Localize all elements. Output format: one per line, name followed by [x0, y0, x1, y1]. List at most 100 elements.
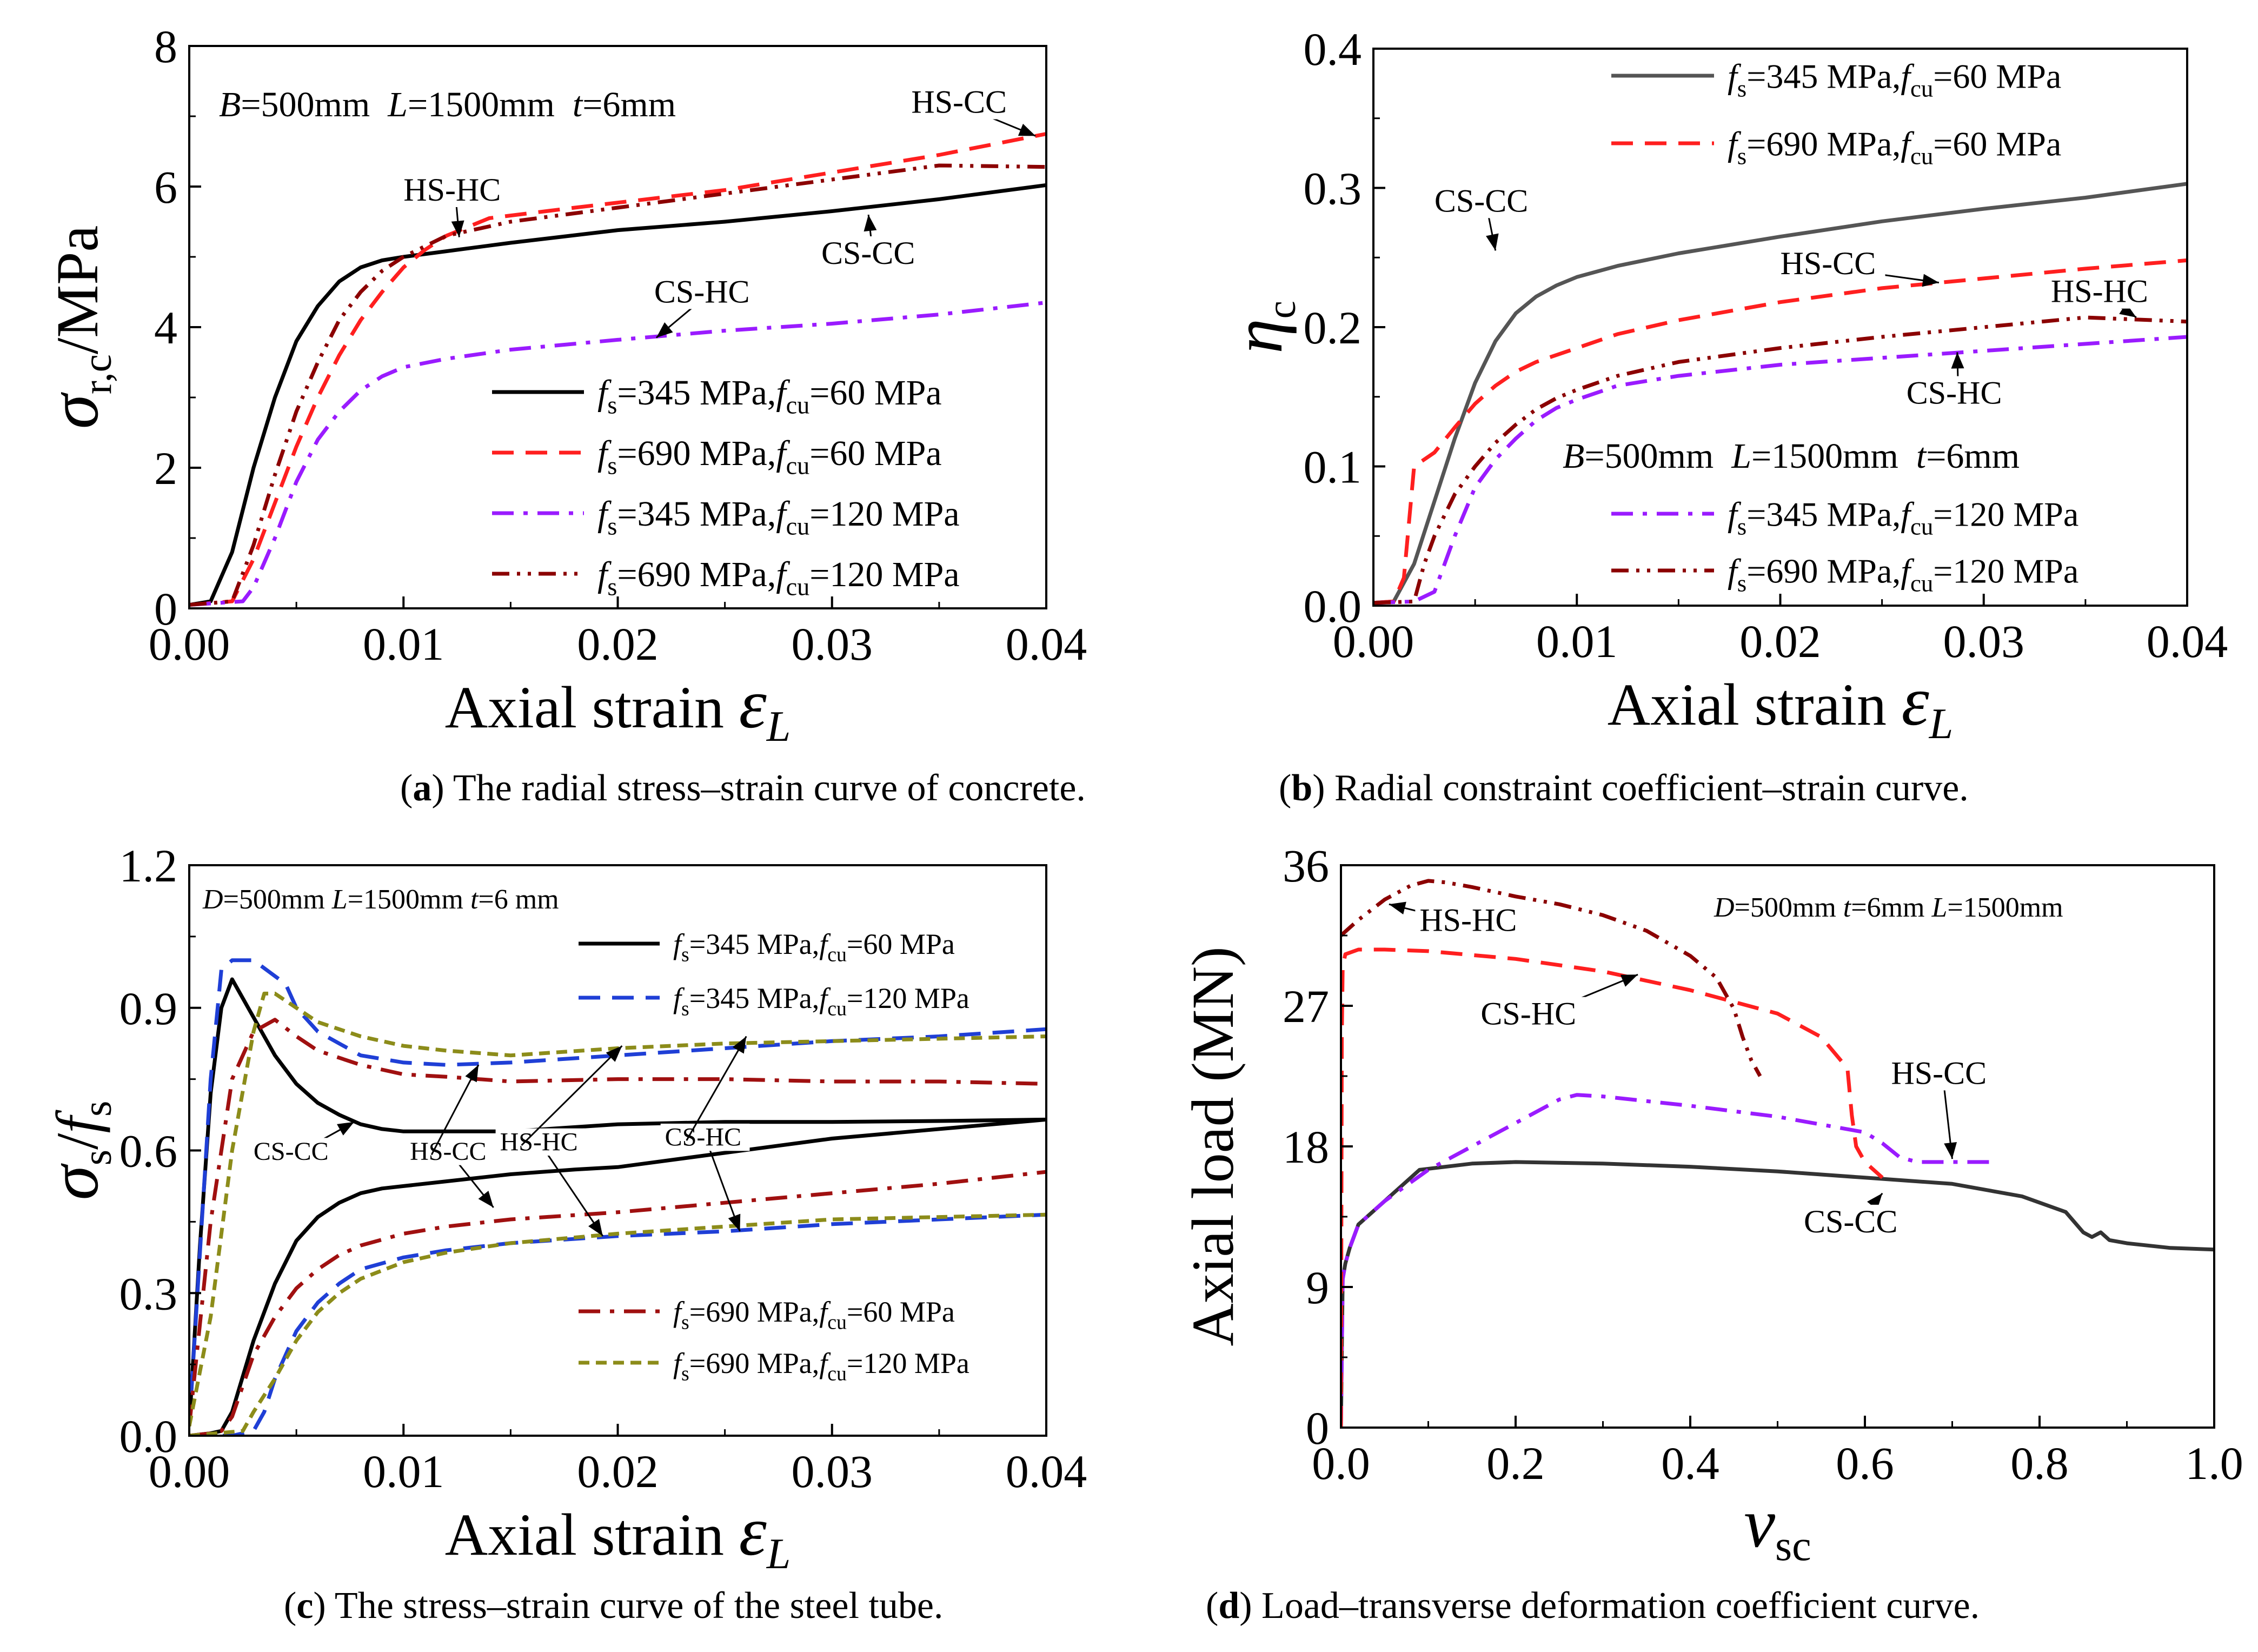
series-line-b-1	[1373, 258, 2187, 605]
annotation-bg-a-1	[399, 173, 509, 207]
note-d: D=500mm t=6mm L=1500mm	[1714, 892, 2063, 923]
panel-d: 0.0 0.2 0.4 0.6 0.8 1.0 0 9 18 27 36 νsc Axial load …	[1180, 840, 2243, 1627]
annotation-label-a-3: CS-HC	[654, 274, 750, 310]
annotation-arrowhead-d-1	[1620, 974, 1638, 987]
legend-label-c-0: fs=345 MPa,fcu=60 MPa	[673, 928, 955, 966]
annotation-arrowhead-c-2	[588, 1219, 603, 1236]
series-line-d-1	[1341, 1093, 1996, 1428]
annotation-arrowhead-c-3	[606, 1046, 622, 1062]
series-line-c-0	[189, 977, 1046, 1427]
annotation-arrow-c-3	[521, 1045, 623, 1146]
caption-d: (d) Load–transverse deformation coeffici…	[1206, 1585, 1980, 1627]
legend-label-b-1: fs=690 MPa,fcu=60 MPa	[1728, 124, 2061, 169]
annotation-label-d-0: HS-HC	[1419, 902, 1517, 938]
x-axis-label-a: Axial strain εL	[445, 665, 791, 751]
annotation-label-c-4: CS-HC	[665, 1123, 741, 1152]
caption-a: (a) The radial stress–strain curve of co…	[400, 767, 1086, 809]
x-tick-label-b: 0.01	[1536, 615, 1618, 667]
annotation-label-a-2: CS-CC	[821, 235, 915, 271]
annotation-arrowhead-a-3	[656, 322, 673, 338]
annotation-arrowhead-c-6	[465, 1065, 479, 1083]
x-axis-label-b: Axial strain εL	[1608, 662, 1954, 748]
x-tick-label-d: 0.6	[1836, 1437, 1894, 1489]
x-tick-label-d: 1.0	[2185, 1437, 2243, 1489]
x-tick-label-c: 0.00	[149, 1445, 230, 1497]
legend-label-b-2: fs=345 MPa,fcu=120 MPa	[1728, 495, 2078, 540]
series-line-c-7	[189, 1212, 1046, 1436]
caption-c: (c) The stress–strain curve of the steel…	[284, 1585, 943, 1627]
annotation-arrowhead-c-0	[337, 1122, 355, 1136]
series-line-a-0	[189, 183, 1046, 607]
axes-frame-d	[1340, 864, 2215, 1429]
y-tick-label-d: 36	[1283, 840, 1329, 892]
y-tick-label-b: 0.1	[1304, 441, 1362, 493]
annotation-bg-d-1	[1476, 997, 1586, 1031]
annotation-bg-b-1	[1776, 247, 1885, 281]
x-tick-label-b: 0.03	[1943, 615, 2025, 667]
legend-label-c-1: fs=345 MPa,fcu=120 MPa	[673, 982, 969, 1020]
annotation-arrowhead-d-2	[1944, 1142, 1957, 1159]
annotation-arrow-c-6	[430, 1064, 480, 1156]
annotation-arrow-c-5	[686, 1036, 747, 1141]
series-line-b-0	[1373, 182, 2187, 605]
annotation-label-d-1: CS-HC	[1480, 996, 1576, 1032]
x-tick-label-d: 0.8	[2010, 1437, 2069, 1489]
y-tick-label-a: 6	[154, 161, 177, 213]
annotation-bg-c-1	[406, 1138, 495, 1165]
panel-c: 0.00 0.01 0.02 0.03 0.04 0.0 0.3 0.6 0.9 1.2 Axial…	[35, 840, 1087, 1627]
x-tick-label-a: 0.02	[577, 618, 659, 670]
y-tick-label-b: 0.3	[1304, 163, 1362, 215]
annotation-bg-a-3	[649, 275, 759, 309]
y-tick-label-d: 0	[1306, 1402, 1329, 1454]
series-line-a-2	[189, 301, 1046, 607]
annotation-label-c-1: HS-CC	[410, 1137, 486, 1166]
annotation-label-a-0: HS-CC	[911, 84, 1007, 120]
y-tick-label-d: 27	[1283, 980, 1329, 1032]
note-c: D=500mm L=1500mm t=6 mm	[202, 884, 559, 915]
y-tick-label-c: 1.2	[119, 840, 178, 892]
annotation-label-b-0: CS-CC	[1435, 183, 1528, 218]
y-tick-label-d: 18	[1283, 1121, 1329, 1173]
x-tick-label-b: 0.02	[1739, 615, 1821, 667]
caption-b: (b) Radial constraint coefficient–strain…	[1279, 767, 1969, 809]
annotation-bg-a-2	[816, 236, 926, 270]
x-tick-label-c: 0.03	[792, 1445, 873, 1497]
series-line-d-3	[1341, 879, 1762, 1077]
annotation-arrowhead-b-3	[1951, 352, 1964, 369]
legend-label-a-2: fs=345 MPa,fcu=120 MPa	[597, 494, 960, 540]
annotation-bg-c-2	[495, 1128, 585, 1156]
y-tick-label-d: 9	[1306, 1262, 1329, 1313]
x-axis-label-d: νsc	[1744, 1484, 1811, 1570]
y-tick-label-a: 2	[154, 442, 177, 494]
series-line-c-2	[189, 958, 1046, 1427]
annotation-bg-d-0	[1415, 903, 1525, 938]
annotation-label-b-1: HS-CC	[1781, 246, 1876, 281]
series-line-a-1	[189, 132, 1046, 607]
x-tick-label-a: 0.00	[149, 618, 230, 670]
legend-label-b-3: fs=690 MPa,fcu=120 MPa	[1728, 552, 2078, 596]
legend-label-a-3: fs=690 MPa,fcu=120 MPa	[597, 555, 960, 601]
series-line-d-0	[1341, 1160, 2214, 1428]
y-tick-label-a: 4	[154, 302, 177, 354]
y-axis-label-c: σs/fs	[35, 1101, 120, 1200]
series-line-d-2	[1341, 947, 1884, 1428]
y-axis-label-a: σr,c/MPa	[35, 225, 120, 429]
annotation-arrowhead-c-1	[478, 1191, 494, 1208]
annotation-bg-b-2	[2046, 274, 2156, 309]
x-axis-label-c: Axial strain εL	[445, 1492, 791, 1578]
annotation-arrowhead-b-2	[2119, 303, 2136, 317]
annotation-arrowhead-a-1	[451, 220, 464, 237]
series-line-b-3	[1373, 315, 2187, 605]
panel-b: 0.00 0.01 0.02 0.03 0.04 0.0 0.1 0.2 0.3 0.4 Axial…	[1219, 23, 2228, 809]
y-tick-label-a: 8	[154, 21, 177, 72]
panel-a: 0.00 0.01 0.02 0.03 0.04 0 2 4 6 8 Axial strain εL…	[35, 21, 1087, 809]
x-tick-label-d: 0.2	[1486, 1437, 1545, 1489]
y-tick-label-c: 0.9	[119, 983, 178, 1034]
series-line-a-3	[189, 163, 1046, 607]
legend-label-b-0: fs=345 MPa,fcu=60 MPa	[1728, 57, 2061, 102]
series-line-c-4	[189, 1018, 1046, 1427]
x-tick-label-c: 0.02	[577, 1445, 659, 1497]
y-tick-label-c: 0.0	[119, 1410, 178, 1462]
x-tick-label-d: 0.4	[1661, 1437, 1719, 1489]
